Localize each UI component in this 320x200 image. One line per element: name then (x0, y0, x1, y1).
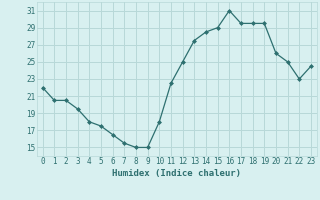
X-axis label: Humidex (Indice chaleur): Humidex (Indice chaleur) (112, 169, 241, 178)
